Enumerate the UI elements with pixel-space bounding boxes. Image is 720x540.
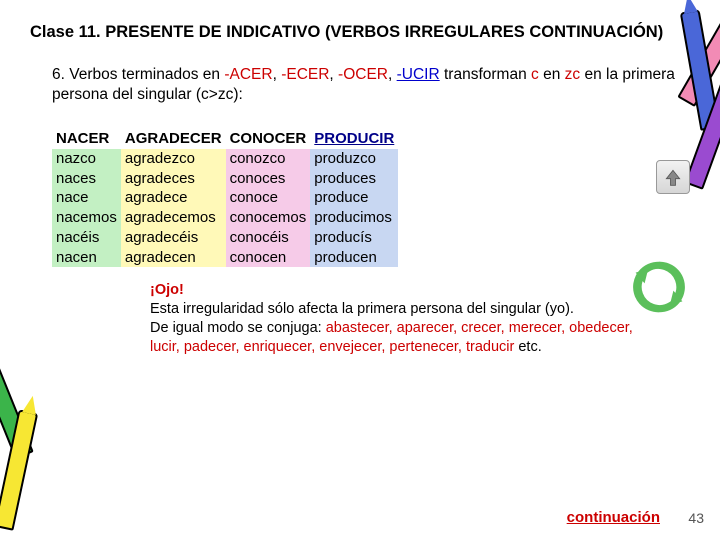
- cell: produzco: [310, 149, 398, 169]
- col-header-producir: PRODUCIR: [310, 129, 398, 149]
- note-line1: Esta irregularidad sólo afecta la primer…: [150, 301, 574, 317]
- cell: produce: [310, 188, 398, 208]
- page-number: 43: [688, 510, 704, 526]
- table-header-row: NACER AGRADECER CONOCER PRODUCIR: [52, 129, 398, 149]
- cell: conozco: [226, 149, 311, 169]
- rule-mid: en: [543, 66, 565, 83]
- col-header-conocer: CONOCER: [226, 129, 311, 149]
- note-ojo: ¡Ojo!: [150, 282, 184, 298]
- ending-ecer: -ECER: [281, 66, 329, 83]
- cell: naces: [52, 169, 121, 189]
- rule-c1: c: [531, 66, 539, 83]
- table-row: nace agradece conoce produce: [52, 188, 398, 208]
- cell: conoce: [226, 188, 311, 208]
- table-row: naces agradeces conoces produces: [52, 169, 398, 189]
- cell: agradece: [121, 188, 226, 208]
- conjugation-table-wrap: NACER AGRADECER CONOCER PRODUCIR nazco a…: [52, 129, 690, 268]
- note-block: ¡Ojo! Esta irregularidad sólo afecta la …: [150, 281, 660, 356]
- table-row: nacéis agradecéis conocéis producís: [52, 228, 398, 248]
- cell: nazco: [52, 149, 121, 169]
- cell: agradezco: [121, 149, 226, 169]
- cell: agradecéis: [121, 228, 226, 248]
- rule-prefix: 6. Verbos terminados en: [52, 66, 224, 83]
- rule-tail1: transforman: [444, 66, 531, 83]
- ending-ocer: -OCER: [338, 66, 388, 83]
- cell: agradecemos: [121, 208, 226, 228]
- cycle-icon: [632, 260, 686, 314]
- cell: conoces: [226, 169, 311, 189]
- col-header-agradecer: AGRADECER: [121, 129, 226, 149]
- rule-c2: zc: [565, 66, 581, 83]
- conjugation-table: NACER AGRADECER CONOCER PRODUCIR nazco a…: [52, 129, 398, 268]
- cell: nacemos: [52, 208, 121, 228]
- note-line2-pre: De igual modo se conjuga:: [150, 320, 326, 336]
- ending-acer: -ACER: [224, 66, 272, 83]
- cell: produces: [310, 169, 398, 189]
- cell: conocen: [226, 248, 311, 268]
- cell: producen: [310, 248, 398, 268]
- cell: producís: [310, 228, 398, 248]
- table-row: nacemos agradecemos conocemos producimos: [52, 208, 398, 228]
- slide-content: Clase 11. PRESENTE DE INDICATIVO (VERBOS…: [30, 22, 690, 357]
- cell: agradeces: [121, 169, 226, 189]
- cell: nace: [52, 188, 121, 208]
- slide-title: Clase 11. PRESENTE DE INDICATIVO (VERBOS…: [30, 22, 690, 43]
- cell: agradecen: [121, 248, 226, 268]
- table-row: nacen agradecen conocen producen: [52, 248, 398, 268]
- cell: nacéis: [52, 228, 121, 248]
- table-row: nazco agradezco conozco produzco: [52, 149, 398, 169]
- ending-ucir: -UCIR: [397, 66, 440, 83]
- continuation-link[interactable]: continuación: [567, 509, 660, 526]
- cell: conocéis: [226, 228, 311, 248]
- cell: nacen: [52, 248, 121, 268]
- note-line2-post: etc.: [518, 339, 541, 355]
- col-header-nacer: NACER: [52, 129, 121, 149]
- cell: producimos: [310, 208, 398, 228]
- up-arrow-button[interactable]: [656, 160, 690, 194]
- up-arrow-icon: [663, 167, 683, 187]
- rule-text: 6. Verbos terminados en -ACER, -ECER, -O…: [52, 65, 690, 105]
- cell: conocemos: [226, 208, 311, 228]
